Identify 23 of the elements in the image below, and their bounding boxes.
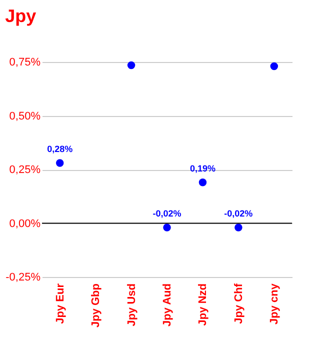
x-tick-label: Jpy cny bbox=[268, 282, 281, 324]
data-label: -0,02% bbox=[152, 208, 182, 219]
point bbox=[56, 159, 64, 167]
x-tick-label: Jpy Aud bbox=[162, 284, 174, 326]
point bbox=[198, 178, 207, 186]
point bbox=[270, 62, 278, 70]
chart-title: Jpy bbox=[5, 6, 36, 26]
y-tick-label: -0,25% bbox=[6, 272, 41, 284]
x-tick-label: Jpy Gbp bbox=[90, 283, 102, 328]
x-tick-label: Jpy Eur bbox=[54, 282, 66, 324]
x-tick-label: Jpy Usd bbox=[126, 284, 138, 326]
point bbox=[127, 61, 136, 70]
data-label: 0,19% bbox=[190, 163, 216, 174]
point bbox=[234, 224, 242, 232]
point bbox=[163, 224, 171, 232]
y-tick-label: 0,50% bbox=[9, 110, 41, 122]
data-label: 0,28% bbox=[47, 144, 73, 154]
y-tick-label: 0,25% bbox=[9, 164, 41, 176]
y-tick-label: 0,00% bbox=[9, 218, 41, 230]
data-label: -0,02% bbox=[224, 208, 253, 219]
y-tick-label: 0,75% bbox=[9, 56, 41, 68]
x-tick-label: Jpy Chf bbox=[232, 283, 245, 324]
x-tick-label: Jpy Nzd bbox=[197, 284, 210, 326]
